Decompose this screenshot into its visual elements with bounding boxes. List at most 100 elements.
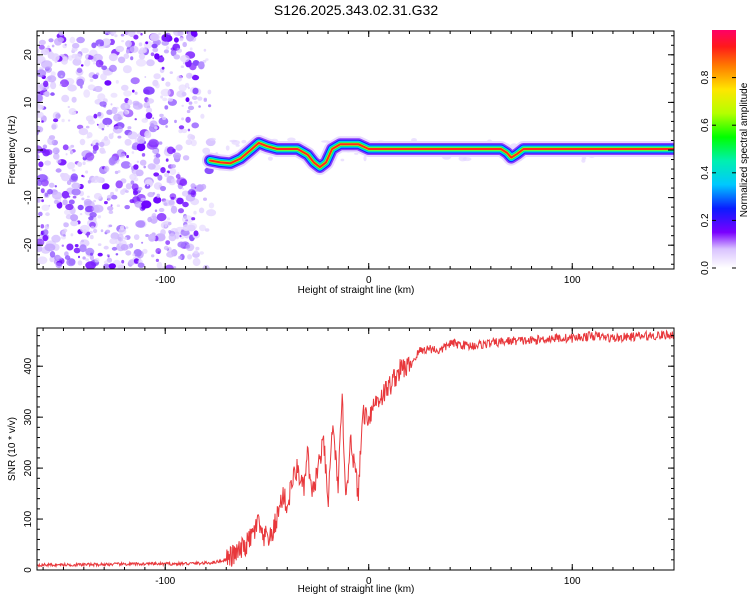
noise-blob: [146, 59, 155, 67]
noise-blob: [182, 215, 194, 224]
noise-blob: [123, 237, 128, 240]
noise-blob: [164, 105, 169, 110]
noise-blob: [163, 245, 169, 251]
noise-blob: [185, 217, 188, 221]
noise-blob: [84, 206, 92, 213]
noise-blob: [85, 152, 95, 161]
noise-blob: [37, 256, 48, 265]
noise-blob: [73, 247, 81, 254]
noise-blob: [72, 42, 80, 49]
noise-blob: [101, 128, 105, 131]
noise-blob: [181, 117, 185, 121]
spectrogram-y-tick-label: -20: [23, 238, 34, 253]
noise-blob: [169, 168, 177, 175]
spectrogram-y-tick-label: 10: [23, 96, 34, 108]
noise-blob: [89, 221, 96, 228]
noise-blob: [202, 59, 207, 63]
noise-blob: [117, 135, 122, 139]
noise-blob: [74, 244, 79, 248]
noise-blob: [59, 259, 63, 263]
noise-blob: [83, 198, 92, 206]
noise-blob: [203, 197, 207, 201]
noise-blob: [137, 135, 145, 144]
noise-blob: [93, 199, 96, 203]
noise-blob: [115, 253, 119, 256]
noise-blob: [199, 224, 206, 232]
noise-blob: [40, 188, 45, 194]
noise-blob: [61, 56, 68, 65]
noise-blob: [198, 105, 201, 108]
noise-blob: [180, 65, 185, 68]
noise-blob: [102, 183, 110, 190]
noise-blob: [51, 44, 55, 48]
noise-blob: [143, 102, 150, 109]
noise-blob: [161, 266, 165, 269]
noise-blob: [126, 154, 129, 159]
noise-blob: [241, 139, 247, 144]
ridge-layer-6: [209, 141, 674, 169]
noise-blob: [134, 201, 143, 208]
noise-blob: [37, 238, 45, 246]
noise-blob: [103, 260, 109, 265]
noise-blob: [51, 124, 57, 130]
noise-blob: [70, 144, 75, 148]
noise-blob: [108, 263, 117, 269]
noise-blob: [134, 118, 137, 121]
noise-blob: [77, 260, 83, 266]
noise-blob: [158, 32, 161, 36]
noise-blob: [152, 148, 159, 154]
noise-blob: [61, 173, 70, 182]
noise-blob: [108, 64, 117, 72]
noise-blob: [44, 91, 50, 97]
noise-blob: [136, 250, 144, 259]
noise-blob: [180, 54, 190, 63]
noise-blob: [192, 87, 199, 95]
noise-blob: [180, 229, 190, 236]
noise-blob: [42, 229, 49, 236]
noise-blob: [42, 234, 49, 242]
noise-blob: [67, 195, 71, 198]
noise-blob: [129, 199, 135, 204]
noise-blob: [37, 48, 40, 54]
noise-blob: [164, 172, 170, 178]
noise-blob: [82, 161, 86, 165]
snr-y-tick-label: 100: [23, 510, 34, 527]
colorbar-gradient: [712, 30, 736, 268]
noise-blob: [120, 244, 129, 251]
noise-blob: [70, 233, 74, 237]
noise-blob: [55, 168, 62, 173]
noise-blob: [61, 230, 66, 235]
noise-blob: [143, 40, 153, 49]
noise-blob: [91, 176, 100, 184]
noise-blob: [68, 55, 73, 61]
noise-blob: [182, 187, 184, 190]
spectrogram-x-tick-label: 100: [564, 275, 581, 286]
noise-blob: [174, 119, 177, 124]
noise-blob: [235, 144, 240, 147]
noise-blob: [160, 229, 166, 236]
noise-blob: [107, 206, 114, 211]
noise-blob: [111, 246, 118, 251]
noise-blob: [189, 47, 193, 51]
noise-blob: [54, 60, 58, 64]
snr-x-tick-label: -100: [155, 576, 175, 587]
noise-blob: [171, 178, 176, 184]
noise-blob: [121, 84, 129, 91]
noise-blob: [170, 164, 176, 169]
noise-blob: [170, 205, 178, 214]
noise-blob: [111, 106, 118, 115]
noise-blob: [117, 56, 126, 64]
noise-blob: [133, 177, 139, 182]
noise-blob: [131, 183, 139, 191]
noise-blob: [55, 262, 63, 269]
noise-blob: [133, 190, 138, 196]
noise-blob: [225, 145, 230, 151]
noise-blob: [127, 126, 132, 130]
noise-blob: [139, 159, 147, 166]
noise-blob: [115, 180, 123, 189]
noise-blob: [132, 89, 135, 93]
noise-blob: [141, 241, 144, 244]
noise-blob: [37, 106, 41, 113]
noise-blob: [145, 234, 150, 237]
chart-title: S126.2025.343.02.31.G32: [274, 2, 438, 18]
